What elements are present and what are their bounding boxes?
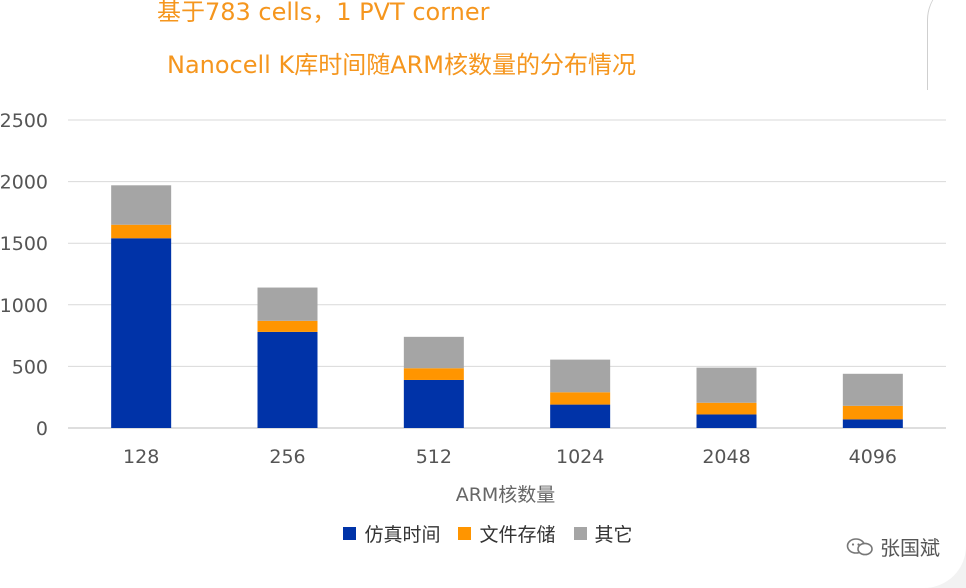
bar-segment-other [696, 367, 757, 403]
x-tick-label: 512 [416, 446, 452, 468]
bar-segment-sim-time [111, 238, 172, 428]
bar-segment-file-storage [842, 405, 903, 420]
legend-label-sim-time: 仿真时间 [364, 524, 441, 546]
legend-label-file-storage: 文件存储 [479, 524, 556, 546]
chart-title-line2: Nanocell K库时间随ARM核数量的分布情况 [167, 51, 637, 79]
bar-segment-file-storage [550, 392, 611, 405]
bar-segment-file-storage [111, 224, 172, 239]
legend-item-file-storage: 文件存储 [458, 520, 556, 547]
x-axis-label: ARM核数量 [455, 484, 556, 506]
bar-segment-other [550, 359, 611, 393]
legend-item-sim-time: 仿真时间 [343, 520, 440, 547]
bar-segment-other [257, 287, 318, 321]
watermark: 张国斌 [846, 532, 940, 561]
grid-lines [68, 119, 946, 429]
legend-swatch-sim-time [343, 527, 357, 540]
x-tick-label: 1024 [556, 446, 604, 468]
legend-item-other: 其它 [573, 520, 633, 547]
x-tick-label: 256 [269, 446, 305, 468]
bar-segment-other [403, 336, 464, 369]
y-tick-label: 1500 [0, 233, 48, 255]
bar-segment-sim-time [696, 414, 757, 428]
y-tick-label: 500 [12, 356, 48, 378]
bar-segment-other [111, 185, 172, 225]
x-tick-label: 128 [123, 446, 159, 468]
bar-segment-sim-time [842, 419, 903, 428]
bar-segment-sim-time [403, 379, 464, 428]
watermark-text: 张国斌 [880, 536, 940, 560]
x-tick-label: 4096 [849, 446, 897, 468]
y-tick-labels: 0 500 1000 1500 2000 2500 [0, 110, 48, 440]
bar-segment-sim-time [257, 331, 318, 428]
bar-segment-sim-time [550, 404, 611, 428]
bar-segment-file-storage [257, 320, 318, 332]
y-tick-label: 1000 [0, 295, 48, 317]
y-tick-label: 0 [36, 418, 48, 440]
legend-label-other: 其它 [594, 524, 633, 546]
x-tick-label: 2048 [702, 446, 750, 468]
panel-edge [927, 0, 966, 90]
bar-segment-file-storage [696, 402, 757, 415]
bar-segment-other [842, 373, 903, 406]
legend-swatch-file-storage [458, 527, 472, 540]
legend-swatch-other [573, 527, 587, 540]
chart-title-line1: 基于783 cells，1 PVT corner [157, 0, 490, 26]
y-tick-label: 2000 [0, 172, 48, 194]
bars [111, 185, 903, 428]
y-tick-label: 2500 [0, 110, 48, 132]
x-tick-labels: 128 256 512 1024 2048 4096 [123, 446, 897, 468]
wechat-icon [846, 537, 873, 555]
bar-segment-file-storage [403, 368, 464, 380]
legend: 仿真时间 文件存储 其它 [0, 520, 966, 547]
